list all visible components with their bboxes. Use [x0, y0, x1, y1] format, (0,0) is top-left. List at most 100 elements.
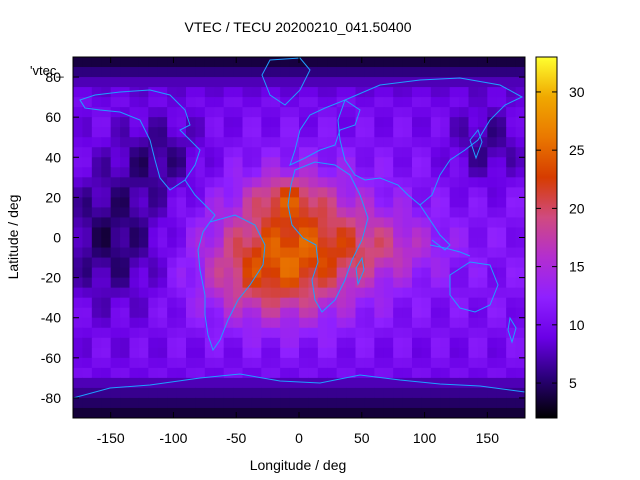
heatmap-cell-63 [214, 67, 225, 78]
heatmap-cell-39 [440, 57, 451, 68]
heatmap-cell-602 [317, 177, 328, 188]
heatmap-cell-1469 [346, 357, 357, 369]
heatmap-cell-1547 [176, 377, 187, 389]
heatmap-cell-1609 [308, 387, 319, 399]
heatmap-cell-251 [176, 107, 187, 118]
heatmap-cell-1287 [440, 317, 451, 329]
heatmap-cell-1528 [449, 367, 460, 379]
heatmap-cell-1031 [289, 267, 300, 279]
heatmap-cell-748 [336, 207, 347, 219]
heatmap-cell-1722 [468, 407, 479, 418]
heatmap-cell-873 [157, 237, 168, 249]
heatmap-cell-320 [374, 117, 385, 128]
heatmap-cell-318 [355, 117, 366, 128]
heatmap-cell-1696 [223, 407, 234, 418]
heatmap-cell-26 [317, 57, 328, 68]
heatmap-cell-96 [73, 77, 84, 88]
heatmap-cell-137 [459, 77, 470, 88]
heatmap-cell-1615 [364, 387, 375, 399]
heatmap-cell-258 [242, 107, 253, 118]
heatmap-cell-393 [157, 137, 168, 148]
heatmap-cell-1200 [73, 307, 84, 319]
heatmap-cell-818 [91, 227, 102, 239]
heatmap-cell-986 [317, 257, 328, 269]
heatmap-cell-61 [195, 67, 206, 78]
heatmap-cell-421 [421, 137, 432, 148]
heatmap-cell-1357 [195, 337, 206, 349]
heatmap-cell-1653 [270, 397, 281, 409]
heatmap-cell-692 [261, 197, 272, 209]
heatmap-cell-425 [459, 137, 470, 148]
heatmap-cell-1297 [82, 327, 93, 339]
heatmap-cell-124 [336, 77, 347, 88]
heatmap-cell-761 [459, 207, 470, 219]
heatmap-cell-1716 [412, 407, 423, 418]
heatmap-cell-501 [270, 157, 281, 168]
heatmap-cell-395 [176, 137, 187, 148]
heatmap-cell-1232 [374, 307, 385, 319]
heatmap-cell-1616 [374, 387, 385, 399]
heatmap-cell-1711 [364, 407, 375, 418]
x-tick-label: -50 [226, 430, 246, 446]
heatmap-cell-743 [289, 207, 300, 219]
heatmap-cell-1095 [440, 277, 451, 289]
heatmap-cell-999 [440, 257, 451, 269]
heatmap-cell-521 [459, 157, 470, 168]
heatmap-cell-973 [195, 257, 206, 269]
heatmap-cell-1318 [280, 327, 291, 339]
heatmap-cell-532 [110, 167, 121, 178]
heatmap-cell-924 [186, 247, 197, 259]
heatmap-cell-1289 [459, 317, 470, 329]
heatmap-cell-511 [364, 157, 375, 168]
heatmap-cell-1007 [515, 257, 525, 269]
heatmap-cell-331 [477, 117, 488, 128]
heatmap-cell-497 [233, 157, 244, 168]
heatmap-cell-1580 [487, 377, 498, 389]
heatmap-cell-556 [336, 167, 347, 178]
heatmap-cell-332 [487, 117, 498, 128]
heatmap-cell-656 [374, 187, 385, 198]
heatmap-cell-1551 [214, 377, 225, 389]
heatmap-cell-754 [393, 207, 404, 219]
heatmap-cell-1563 [327, 377, 338, 389]
heatmap-cell-1650 [242, 397, 253, 409]
heatmap-cell-594 [242, 177, 253, 188]
heatmap-cell-246 [129, 107, 140, 118]
heatmap-cell-260 [261, 107, 272, 118]
heatmap-cell-1238 [430, 307, 441, 319]
heatmap-cell-222 [355, 97, 366, 108]
heatmap-cell-1587 [101, 387, 112, 399]
heatmap-cell-942 [355, 247, 366, 259]
heatmap-cell-404 [261, 137, 272, 148]
heatmap-cell-1484 [487, 357, 498, 369]
heatmap-cell-1681 [82, 407, 93, 418]
heatmap-cell-998 [430, 257, 441, 269]
heatmap-cell-1350 [129, 337, 140, 349]
heatmap-cell-1376 [374, 337, 385, 349]
heatmap-cell-1032 [299, 267, 310, 279]
heatmap-cell-1073 [233, 277, 244, 289]
heatmap-cell-1314 [242, 327, 253, 339]
heatmap-cell-1396 [110, 347, 121, 359]
heatmap-cell-1114 [167, 287, 178, 299]
heatmap-cell-1550 [204, 377, 215, 389]
heatmap-cell-785 [233, 217, 244, 229]
heatmap-cell-919 [138, 247, 149, 259]
heatmap-cell-1530 [468, 367, 479, 379]
heatmap-cell-1487 [515, 357, 525, 369]
heatmap-cell-1663 [364, 397, 375, 409]
heatmap-cell-136 [449, 77, 460, 88]
heatmap-cell-1227 [327, 307, 338, 319]
heatmap-cell-1129 [308, 287, 319, 299]
heatmap-cell-625 [82, 187, 93, 198]
heatmap-cell-472 [449, 147, 460, 158]
heatmap-cell-662 [430, 187, 441, 198]
heatmap-cell-799 [364, 217, 375, 229]
heatmap-cell-591 [214, 177, 225, 188]
heatmap-cell-483 [101, 157, 112, 168]
heatmap-cell-649 [308, 187, 319, 198]
heatmap-cell-2 [91, 57, 102, 68]
heatmap-cell-991 [364, 257, 375, 269]
heatmap-cell-850 [393, 227, 404, 239]
heatmap-cell-413 [346, 137, 357, 148]
